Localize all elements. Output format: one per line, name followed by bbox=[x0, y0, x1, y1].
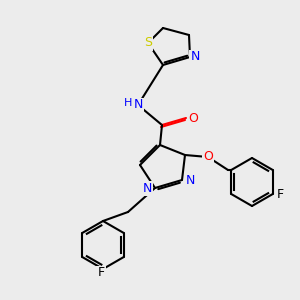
Text: N: N bbox=[142, 182, 152, 194]
Text: O: O bbox=[188, 112, 198, 124]
Text: S: S bbox=[144, 37, 152, 50]
Text: N: N bbox=[185, 173, 195, 187]
Text: H: H bbox=[124, 98, 132, 108]
Text: F: F bbox=[277, 188, 284, 200]
Text: F: F bbox=[98, 266, 105, 280]
Text: N: N bbox=[190, 50, 200, 64]
Text: N: N bbox=[133, 98, 143, 112]
Text: O: O bbox=[203, 151, 213, 164]
